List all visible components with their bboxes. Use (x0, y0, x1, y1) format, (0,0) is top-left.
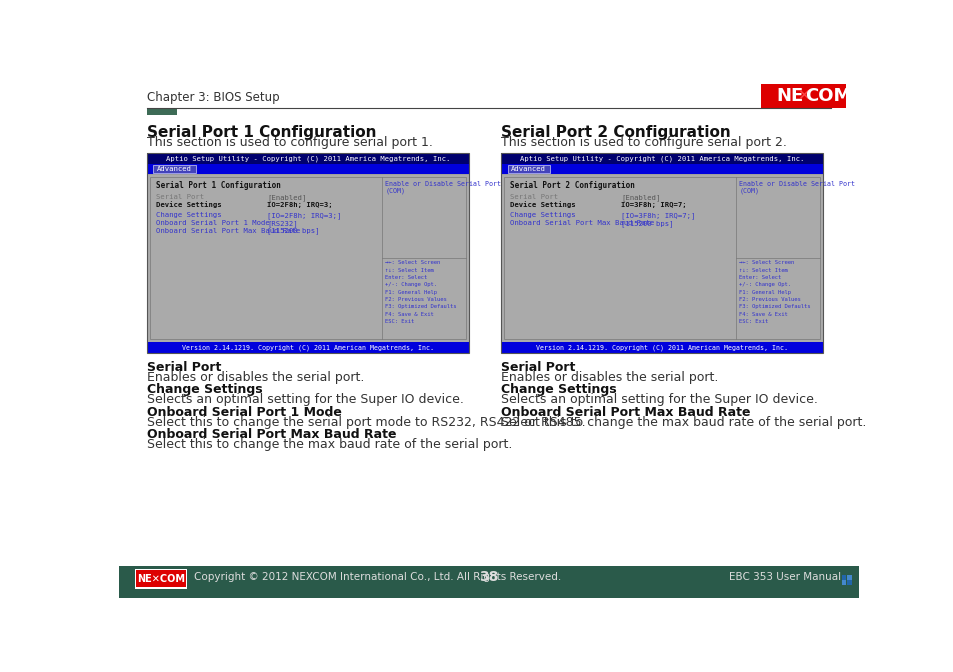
Text: Onboard Serial Port Max Baud Rate: Onboard Serial Port Max Baud Rate (509, 220, 654, 226)
Text: Enter: Select: Enter: Select (739, 275, 781, 280)
Text: F1: General Help: F1: General Help (739, 290, 791, 295)
Text: Change Settings: Change Settings (500, 383, 617, 396)
Text: (COM): (COM) (739, 187, 759, 194)
Text: ↑↓: Select Item: ↑↓: Select Item (385, 267, 434, 273)
Text: Serial Port 2 Configuration: Serial Port 2 Configuration (509, 181, 634, 190)
Text: Onboard Serial Port Max Baud Rate: Onboard Serial Port Max Baud Rate (147, 428, 396, 441)
Text: →←: Select Screen: →←: Select Screen (739, 261, 794, 265)
FancyBboxPatch shape (147, 108, 176, 114)
Text: Selects an optimal setting for the Super IO device.: Selects an optimal setting for the Super… (500, 393, 818, 407)
Text: [IO=2F8h; IRQ=3;]: [IO=2F8h; IRQ=3;] (267, 212, 341, 219)
Text: F4: Save & Exit: F4: Save & Exit (739, 312, 787, 317)
Text: Copyright © 2012 NEXCOM International Co., Ltd. All Rights Reserved.: Copyright © 2012 NEXCOM International Co… (193, 573, 560, 583)
FancyBboxPatch shape (500, 343, 822, 353)
FancyBboxPatch shape (147, 174, 468, 343)
FancyBboxPatch shape (841, 581, 845, 585)
Text: Serial Port: Serial Port (147, 361, 221, 374)
Text: +/-: Change Opt.: +/-: Change Opt. (739, 282, 791, 288)
Text: (COM): (COM) (385, 187, 405, 194)
Text: Enables or disables the serial port.: Enables or disables the serial port. (500, 371, 718, 384)
Text: Select this to change the max baud rate of the serial port.: Select this to change the max baud rate … (147, 438, 512, 451)
Text: Change Settings: Change Settings (155, 212, 221, 218)
Text: ESC: Exit: ESC: Exit (385, 319, 414, 324)
Text: [Enabled]: [Enabled] (267, 194, 306, 200)
Text: 38: 38 (478, 571, 498, 584)
Text: ↑↓: Select Item: ↑↓: Select Item (739, 267, 787, 273)
FancyBboxPatch shape (136, 571, 186, 587)
Text: COM: COM (804, 87, 851, 105)
Text: Onboard Serial Port Max Baud Rate: Onboard Serial Port Max Baud Rate (155, 228, 300, 234)
Text: F3: Optimized Defaults: F3: Optimized Defaults (385, 304, 456, 309)
Text: NE: NE (776, 87, 802, 105)
FancyBboxPatch shape (500, 174, 822, 343)
FancyBboxPatch shape (841, 575, 845, 579)
Text: [Enabled]: [Enabled] (620, 194, 659, 200)
FancyBboxPatch shape (147, 164, 468, 174)
Text: +/-: Change Opt.: +/-: Change Opt. (385, 282, 436, 288)
Text: Onboard Serial Port 1 Mode: Onboard Serial Port 1 Mode (147, 406, 342, 419)
Text: This section is used to configure serial port 1.: This section is used to configure serial… (147, 136, 433, 149)
Text: Onboard Serial Port 1 Mode: Onboard Serial Port 1 Mode (155, 220, 269, 226)
Text: Serial Port: Serial Port (500, 361, 575, 374)
Text: [115200 bps]: [115200 bps] (620, 220, 673, 226)
FancyBboxPatch shape (760, 84, 845, 108)
Text: Enable or Disable Serial Port: Enable or Disable Serial Port (739, 181, 855, 187)
Text: Advanced: Advanced (511, 166, 546, 172)
Text: F4: Save & Exit: F4: Save & Exit (385, 312, 434, 317)
Text: Select this to change the max baud rate of the serial port.: Select this to change the max baud rate … (500, 415, 865, 429)
Text: Enter: Select: Enter: Select (385, 275, 427, 280)
Text: Serial Port 1 Configuration: Serial Port 1 Configuration (155, 181, 280, 190)
Text: Enables or disables the serial port.: Enables or disables the serial port. (147, 371, 364, 384)
Text: IO=3F8h; IRQ=7;: IO=3F8h; IRQ=7; (620, 202, 686, 208)
FancyBboxPatch shape (507, 165, 550, 173)
Text: Change Settings: Change Settings (147, 383, 262, 396)
Text: Aptio Setup Utility - Copyright (C) 2011 America Megatrends, Inc.: Aptio Setup Utility - Copyright (C) 2011… (166, 155, 450, 162)
Text: Serial Port 1 Configuration: Serial Port 1 Configuration (147, 124, 376, 140)
Text: ✕: ✕ (797, 89, 809, 103)
Text: Advanced: Advanced (157, 166, 192, 172)
FancyBboxPatch shape (119, 566, 858, 598)
Text: [115200 bps]: [115200 bps] (267, 228, 319, 235)
Text: Onboard Serial Port Max Baud Rate: Onboard Serial Port Max Baud Rate (500, 406, 750, 419)
Text: Select this to change the serial port mode to RS232, RS422 or RS485.: Select this to change the serial port mo… (147, 415, 585, 429)
Text: [IO=3F8h; IRQ=7;]: [IO=3F8h; IRQ=7;] (620, 212, 695, 219)
FancyBboxPatch shape (134, 569, 187, 589)
Text: Chapter 3: BIOS Setup: Chapter 3: BIOS Setup (147, 91, 279, 104)
FancyBboxPatch shape (150, 177, 465, 339)
Text: [RS232]: [RS232] (267, 220, 297, 226)
FancyBboxPatch shape (846, 575, 851, 579)
FancyBboxPatch shape (147, 343, 468, 353)
Text: Serial Port: Serial Port (155, 194, 204, 200)
FancyBboxPatch shape (500, 153, 822, 164)
FancyBboxPatch shape (500, 164, 822, 174)
Text: Version 2.14.1219. Copyright (C) 2011 American Megatrends, Inc.: Version 2.14.1219. Copyright (C) 2011 Am… (536, 345, 787, 351)
Text: Device Settings: Device Settings (509, 202, 575, 208)
FancyBboxPatch shape (147, 153, 468, 164)
FancyBboxPatch shape (846, 581, 851, 585)
Text: Selects an optimal setting for the Super IO device.: Selects an optimal setting for the Super… (147, 393, 463, 407)
Text: Device Settings: Device Settings (155, 202, 221, 208)
Text: Aptio Setup Utility - Copyright (C) 2011 America Megatrends, Inc.: Aptio Setup Utility - Copyright (C) 2011… (519, 155, 803, 162)
FancyBboxPatch shape (153, 165, 195, 173)
Text: NE✕COM: NE✕COM (137, 574, 185, 584)
Text: ESC: Exit: ESC: Exit (739, 319, 768, 324)
Text: Serial Port 2 Configuration: Serial Port 2 Configuration (500, 124, 730, 140)
Text: Change Settings: Change Settings (509, 212, 575, 218)
FancyBboxPatch shape (504, 177, 819, 339)
Text: F1: General Help: F1: General Help (385, 290, 436, 295)
Text: IO=2F8h; IRQ=3;: IO=2F8h; IRQ=3; (267, 202, 333, 208)
Text: Serial Port: Serial Port (509, 194, 558, 200)
Text: Enable or Disable Serial Port: Enable or Disable Serial Port (385, 181, 500, 187)
Text: F3: Optimized Defaults: F3: Optimized Defaults (739, 304, 810, 309)
Text: →←: Select Screen: →←: Select Screen (385, 261, 440, 265)
Text: This section is used to configure serial port 2.: This section is used to configure serial… (500, 136, 786, 149)
Text: EBC 353 User Manual: EBC 353 User Manual (729, 573, 841, 583)
Text: F2: Previous Values: F2: Previous Values (385, 297, 446, 302)
Text: F2: Previous Values: F2: Previous Values (739, 297, 801, 302)
Text: Version 2.14.1219. Copyright (C) 2011 American Megatrends, Inc.: Version 2.14.1219. Copyright (C) 2011 Am… (182, 345, 434, 351)
